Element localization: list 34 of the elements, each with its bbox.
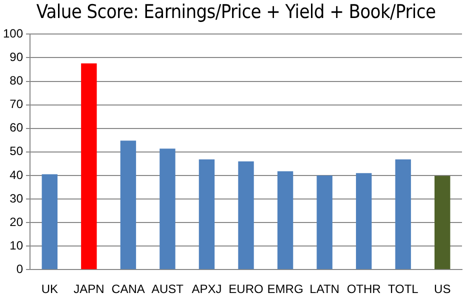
x-tick-label: LATN [310, 282, 340, 296]
bar [395, 159, 411, 270]
y-tick-label: 70 [10, 97, 24, 112]
y-tick-label: 100 [2, 26, 24, 41]
y-tick-label: 50 [10, 144, 24, 158]
y-tick-label: 20 [10, 214, 24, 229]
bar [42, 174, 58, 270]
bar [160, 148, 176, 270]
bar [120, 140, 136, 270]
bar [356, 173, 372, 270]
x-tick-label: AUST [151, 282, 184, 296]
x-tick-label: OTHR [346, 282, 382, 296]
bar [198, 159, 215, 270]
y-tick-label: 60 [10, 120, 24, 135]
x-tick-label: EMRG [267, 282, 304, 296]
bar [81, 63, 97, 270]
y-tick-label: 0 [16, 262, 24, 276]
chart-title: Value Score: Earnings/Price + Yield + Book/Price [35, 0, 437, 24]
y-tick-label: 90 [10, 50, 24, 64]
bar [277, 171, 294, 270]
y-tick-label: 10 [10, 238, 24, 252]
y-tick-label: 40 [10, 168, 24, 182]
x-tick-label: EURO [228, 282, 264, 296]
x-tick-label: CANA [112, 282, 145, 296]
x-tick-label: APXJ [192, 282, 222, 296]
x-tick-label: UK [41, 282, 58, 296]
bar [434, 176, 450, 270]
bar [238, 161, 254, 270]
x-tick-label: TOTL [388, 282, 419, 296]
y-tick-label: 80 [10, 74, 24, 88]
x-tick-label: JAPN [74, 282, 104, 296]
y-tick-label: 30 [10, 191, 24, 206]
x-tick-label: US [434, 282, 451, 296]
bar [316, 175, 332, 270]
